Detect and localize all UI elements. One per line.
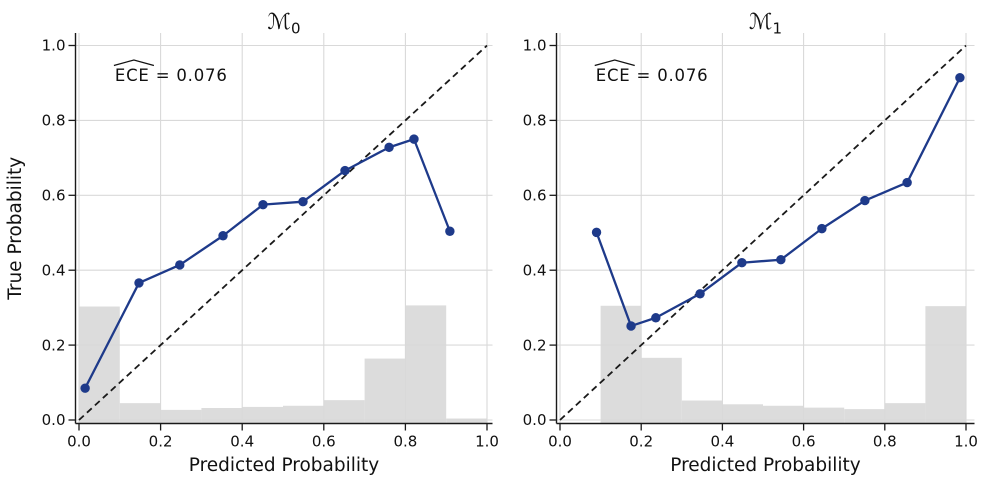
data-point-marker bbox=[80, 383, 90, 393]
data-point-marker bbox=[737, 258, 747, 268]
data-point-marker bbox=[218, 231, 228, 241]
panel-title-subscript: 0 bbox=[291, 20, 301, 38]
y-tick-label: 0.0 bbox=[42, 411, 66, 429]
data-point-marker bbox=[340, 165, 350, 176]
ece-annotation-value: = 0.076 bbox=[150, 66, 228, 85]
histogram-bar bbox=[844, 409, 885, 424]
ece-hat-glyph bbox=[113, 59, 155, 67]
ece-annotation: ECE = 0.076 bbox=[115, 66, 228, 85]
calibration-curve bbox=[595, 76, 962, 328]
perfect-calibration-line bbox=[559, 44, 967, 421]
ece-annotation-hat-text: ECE bbox=[596, 66, 631, 85]
data-point-marker bbox=[591, 227, 602, 238]
x-tick-label: 0.8 bbox=[393, 433, 417, 451]
histogram-bar bbox=[364, 358, 406, 424]
data-point-marker bbox=[175, 260, 185, 270]
x-axis-label: Predicted Probability bbox=[670, 455, 861, 476]
x-tick-label: 1.0 bbox=[475, 433, 499, 451]
histogram-bar bbox=[201, 408, 243, 424]
ece-annotation-hat-text: ECE bbox=[115, 66, 150, 85]
data-point-marker bbox=[445, 226, 455, 236]
data-point-marker bbox=[695, 289, 705, 299]
x-tick-label: 0.6 bbox=[312, 433, 336, 451]
histogram-bar bbox=[641, 357, 682, 424]
histogram-bar bbox=[600, 305, 642, 424]
data-point-marker bbox=[134, 278, 144, 288]
data-point-marker bbox=[409, 134, 419, 144]
data-point-marker bbox=[626, 321, 636, 331]
y-tick-label: 0.4 bbox=[42, 261, 66, 279]
histogram-bar bbox=[803, 407, 845, 424]
data-point-marker bbox=[298, 196, 308, 207]
y-tick-label: 0.2 bbox=[42, 336, 66, 354]
panel-title-main: ℳ bbox=[749, 10, 773, 35]
x-tick-label: 0.2 bbox=[629, 433, 653, 451]
histogram-bar bbox=[283, 405, 324, 424]
histogram-bar bbox=[323, 400, 365, 424]
histogram-bar bbox=[405, 305, 447, 424]
calibration-curve bbox=[83, 137, 452, 390]
y-tick-label: 1.0 bbox=[42, 37, 66, 55]
y-tick-label: 0.8 bbox=[42, 112, 66, 130]
x-tick-label: 1.0 bbox=[954, 433, 978, 451]
histogram-bar bbox=[925, 306, 966, 424]
panel-title: ℳ1 bbox=[749, 10, 782, 38]
histogram-bar bbox=[884, 403, 926, 424]
x-axis-label: Predicted Probability bbox=[189, 455, 380, 476]
data-point-marker bbox=[860, 195, 870, 206]
data-point-marker bbox=[902, 177, 912, 188]
histogram-bar bbox=[681, 400, 723, 424]
y-tick-label: 0.0 bbox=[523, 411, 547, 429]
data-point-marker bbox=[776, 255, 786, 265]
x-tick-label: 0.0 bbox=[548, 433, 572, 451]
perfect-calibration-line bbox=[78, 44, 488, 421]
data-point-marker bbox=[817, 223, 827, 234]
histogram-bar bbox=[160, 409, 202, 424]
y-tick-label: 0.6 bbox=[42, 187, 66, 205]
panel-title: ℳ0 bbox=[267, 10, 300, 38]
data-point-marker bbox=[651, 313, 661, 323]
ece-annotation-value: = 0.076 bbox=[631, 66, 709, 85]
histogram-bar bbox=[79, 306, 120, 424]
x-tick-label: 0.4 bbox=[710, 433, 734, 451]
x-tick-label: 0.2 bbox=[149, 433, 173, 451]
x-tick-label: 0.0 bbox=[67, 433, 91, 451]
data-point-marker bbox=[258, 199, 268, 210]
x-tick-label: 0.6 bbox=[792, 433, 816, 451]
histogram-bar bbox=[722, 404, 763, 424]
data-point-marker bbox=[384, 142, 394, 153]
y-tick-label: 0.4 bbox=[523, 261, 547, 279]
y-tick-label: 1.0 bbox=[523, 37, 547, 55]
panel-title-main: ℳ bbox=[267, 10, 291, 35]
ece-hat-glyph bbox=[594, 59, 635, 67]
panel-title-subscript: 1 bbox=[772, 20, 782, 38]
y-tick-label: 0.6 bbox=[523, 187, 547, 205]
histogram-bar bbox=[242, 406, 283, 424]
histogram-bar bbox=[446, 418, 487, 424]
data-point-marker bbox=[955, 73, 965, 83]
y-axis-label: True Probability bbox=[5, 157, 26, 301]
x-tick-label: 0.8 bbox=[873, 433, 897, 451]
histogram-bar bbox=[763, 405, 804, 424]
y-tick-label: 0.8 bbox=[523, 112, 547, 130]
histogram-bar bbox=[119, 403, 161, 424]
ece-annotation: ECE = 0.076 bbox=[596, 66, 709, 85]
x-tick-label: 0.4 bbox=[230, 433, 254, 451]
y-tick-label: 0.2 bbox=[523, 336, 547, 354]
